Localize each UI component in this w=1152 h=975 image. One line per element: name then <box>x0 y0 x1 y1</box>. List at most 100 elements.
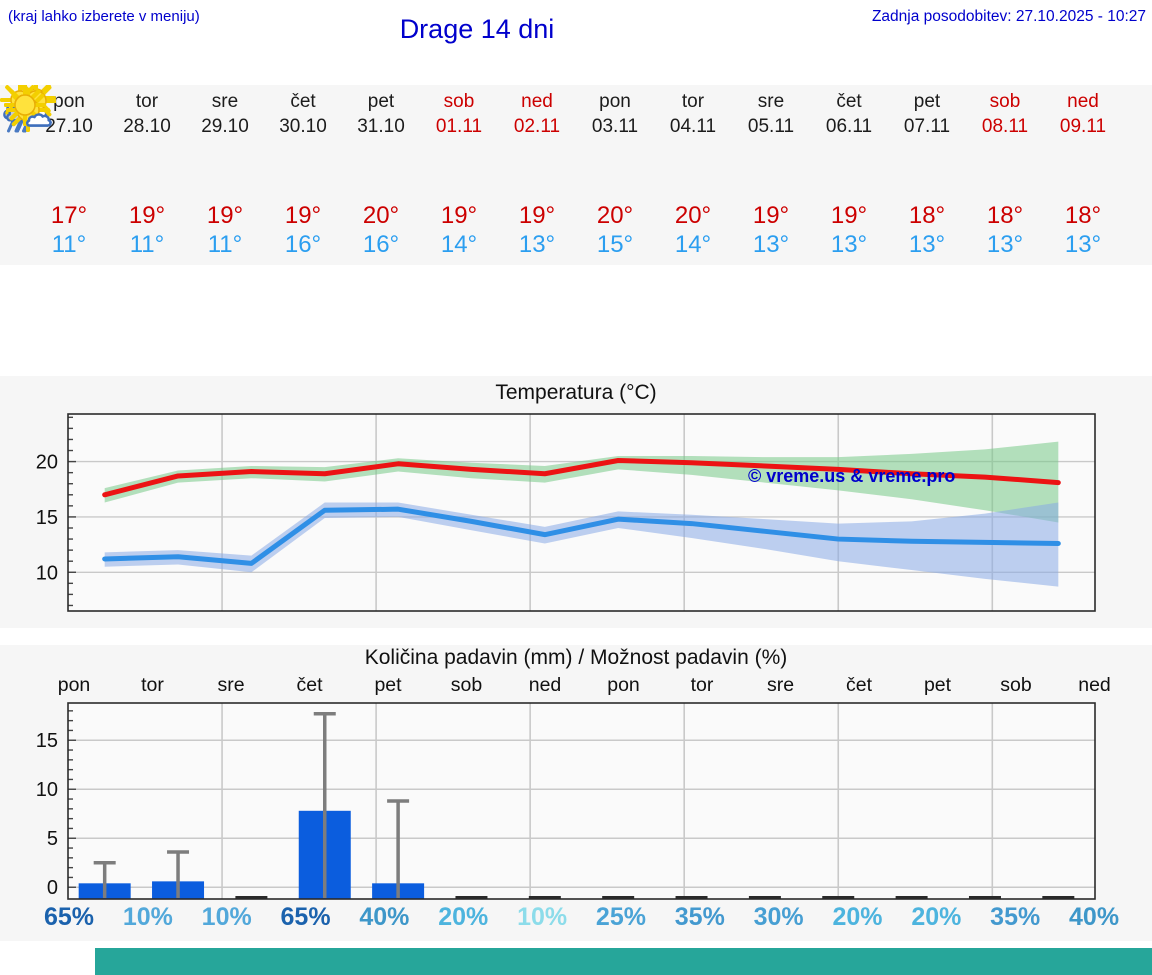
day-name: ned <box>521 91 553 112</box>
precip-day-label: sre <box>766 674 795 696</box>
day-icon-box <box>0 85 108 201</box>
low-temp: 16° <box>362 231 400 258</box>
forecast-day-12: pet 07.11 18° 13° <box>6 85 966 265</box>
min-temp-line <box>102 506 1061 566</box>
day-icon-box <box>0 85 186 201</box>
precip-probability: 20% <box>911 903 962 931</box>
high-temp: 18° <box>986 202 1024 229</box>
day-date: 07.11 <box>903 116 951 137</box>
high-temp: 19° <box>128 202 166 229</box>
precip-probability: 40% <box>1069 903 1120 931</box>
day-name: tor <box>135 91 159 112</box>
precip-zero-dash <box>675 896 708 899</box>
temp-ytick: 20 <box>36 452 58 474</box>
day-icon-box <box>6 88 888 201</box>
precip-zero-dash <box>895 896 928 899</box>
low-temp: 15° <box>596 231 634 258</box>
day-name: pon <box>599 91 631 112</box>
temp-ytick: 15 <box>36 507 58 529</box>
precip-zero-dash <box>1042 896 1075 899</box>
high-temp: 20° <box>596 202 634 229</box>
precip-day-label: sre <box>217 674 245 696</box>
forecast-day-2: tor 28.10 19° 11° <box>0 85 186 265</box>
low-temp: 11° <box>207 231 243 258</box>
low-temp: 11° <box>51 231 87 258</box>
precip-day-label: pon <box>57 674 91 696</box>
high-temp: 19° <box>830 202 868 229</box>
precip-day-label: sob <box>450 674 483 696</box>
day-date: 28.10 <box>123 116 171 137</box>
day-name: sob <box>443 91 475 112</box>
low-temp: 13° <box>518 231 556 258</box>
high-temp: 17° <box>50 202 88 229</box>
day-date: 29.10 <box>201 116 249 137</box>
precip-probability: 25% <box>595 903 646 931</box>
temp-ytick: 10 <box>36 562 58 584</box>
max-temp-line <box>102 457 1061 498</box>
precip-day-label: sob <box>1000 674 1032 696</box>
high-temp: 18° <box>1064 202 1102 229</box>
day-date: 31.10 <box>357 116 405 137</box>
forecast-day-11: čet 06.11 19° 13° <box>6 85 888 265</box>
precip-day-label: čet <box>296 674 323 696</box>
precip-day-label: tor <box>141 674 164 696</box>
low-temp: 13° <box>830 231 868 258</box>
forecast-day-13: sob 08.11 18° 13° <box>4 85 1044 265</box>
precip-probability: 40% <box>359 903 410 931</box>
day-icon-box <box>0 85 420 201</box>
precip-day-label: pet <box>923 674 952 696</box>
low-temp: 14° <box>674 231 712 258</box>
precip-probability: 65% <box>43 903 95 931</box>
forecast-day-7: ned 02.11 19° 13° <box>6 85 576 265</box>
day-name: sre <box>757 91 785 112</box>
precip-zero-dash <box>822 896 855 899</box>
precip-ytick: 15 <box>36 730 58 752</box>
low-temp: 13° <box>986 231 1024 258</box>
precip-day-label: ned <box>1078 674 1111 696</box>
precip-day-label: čet <box>845 674 873 696</box>
day-date: 09.11 <box>1059 116 1107 137</box>
day-name: pon <box>53 91 85 112</box>
forecast-day-3: sre 29.10 19° 11° <box>4 85 264 265</box>
forecast-day-6: sob 01.11 19° 14° <box>4 85 498 265</box>
day-name: pet <box>913 91 941 112</box>
high-temp: 19° <box>206 202 244 229</box>
day-name: sre <box>211 91 239 112</box>
precip-ytick: 5 <box>47 828 58 850</box>
forecast-day-4: čet 30.10 19° 16° <box>3 85 342 265</box>
temperature-chart: 10 15 20 <box>36 413 1096 612</box>
precip-day-label: pet <box>374 674 402 696</box>
precip-probability: 35% <box>990 903 1041 931</box>
precip-ytick: 10 <box>36 779 58 801</box>
day-name: ned <box>1067 91 1099 112</box>
day-date: 30.10 <box>279 116 327 137</box>
low-temp: 13° <box>752 231 790 258</box>
precip-zero-dash <box>748 896 781 899</box>
precip-zero-dash <box>455 896 488 899</box>
high-temp: 18° <box>908 202 946 229</box>
day-icon-box <box>6 88 732 201</box>
precip-zero-dash <box>968 896 1001 899</box>
low-temp: 11° <box>129 231 165 258</box>
day-name: sob <box>989 91 1021 112</box>
day-date: 02.11 <box>513 116 561 137</box>
precip-probability: 10% <box>122 903 173 931</box>
bottom-scrollbar[interactable] <box>95 948 1152 975</box>
precip-probability: 20% <box>438 903 489 931</box>
precip-probability: 10% <box>201 903 252 931</box>
watermark: © vreme.us & vreme.pro <box>748 466 956 486</box>
min-temp-band <box>104 502 1059 587</box>
day-date: 03.11 <box>591 116 639 137</box>
precip-zero-dash <box>528 896 561 899</box>
forecast-day-10: sre 05.11 19° 13° <box>4 85 810 265</box>
temperature-section: Temperatura (°C) 10 15 20 © vreme.us & vre… <box>0 376 1152 628</box>
day-icon-box <box>6 88 966 201</box>
low-temp: 14° <box>440 231 478 258</box>
precip-day-label: pon <box>607 674 640 696</box>
precip-day-label: ned <box>528 674 562 696</box>
location-menu-note: (kraj lahko izberete v meniju) <box>8 8 200 25</box>
day-date: 27.10 <box>45 116 93 137</box>
precip-zero-dash <box>235 896 268 899</box>
high-temp: 20° <box>674 202 712 229</box>
day-date: 06.11 <box>825 116 873 137</box>
